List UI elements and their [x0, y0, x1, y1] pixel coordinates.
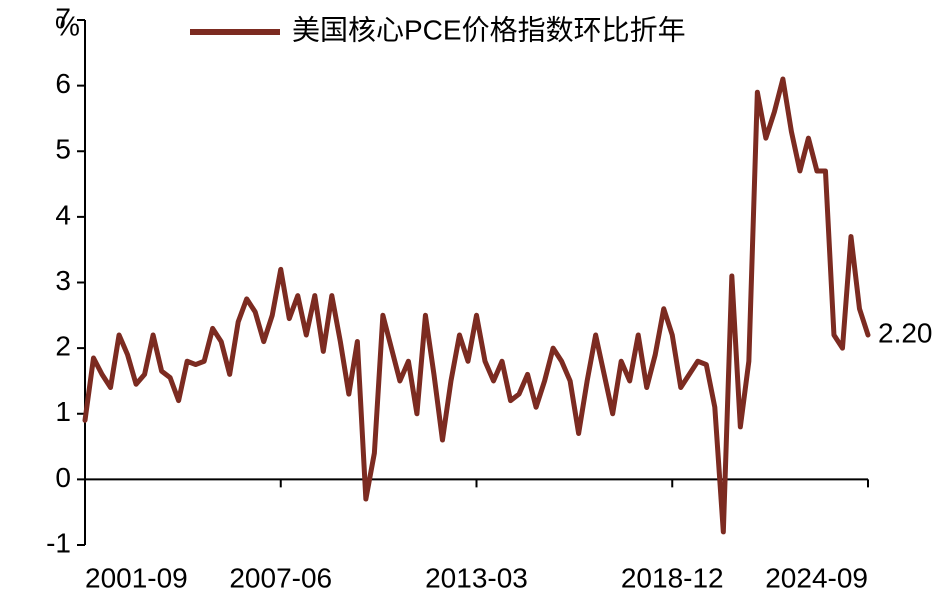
- pce-line-chart: -1012345672001-092007-062013-032018-1220…: [0, 0, 943, 605]
- y-axis-unit-label: %: [55, 10, 80, 41]
- y-tick-label: -1: [46, 527, 71, 558]
- y-tick-label: 3: [55, 265, 71, 296]
- y-tick-label: 1: [55, 396, 71, 427]
- x-tick-label: 2007-06: [229, 562, 332, 593]
- last-value-label: 2.20: [878, 317, 933, 348]
- x-tick-label: 2001-09: [85, 562, 188, 593]
- legend-label: 美国核心PCE价格指数环比折年: [292, 14, 686, 45]
- x-tick-label: 2013-03: [425, 562, 528, 593]
- chart-svg: -1012345672001-092007-062013-032018-1220…: [0, 0, 943, 605]
- y-tick-label: 0: [55, 462, 71, 493]
- x-tick-label: 2018-12: [621, 562, 724, 593]
- y-tick-label: 4: [55, 199, 71, 230]
- y-tick-label: 5: [55, 134, 71, 165]
- x-tick-label: 2024-09: [765, 562, 868, 593]
- y-tick-label: 2: [55, 331, 71, 362]
- y-tick-label: 6: [55, 68, 71, 99]
